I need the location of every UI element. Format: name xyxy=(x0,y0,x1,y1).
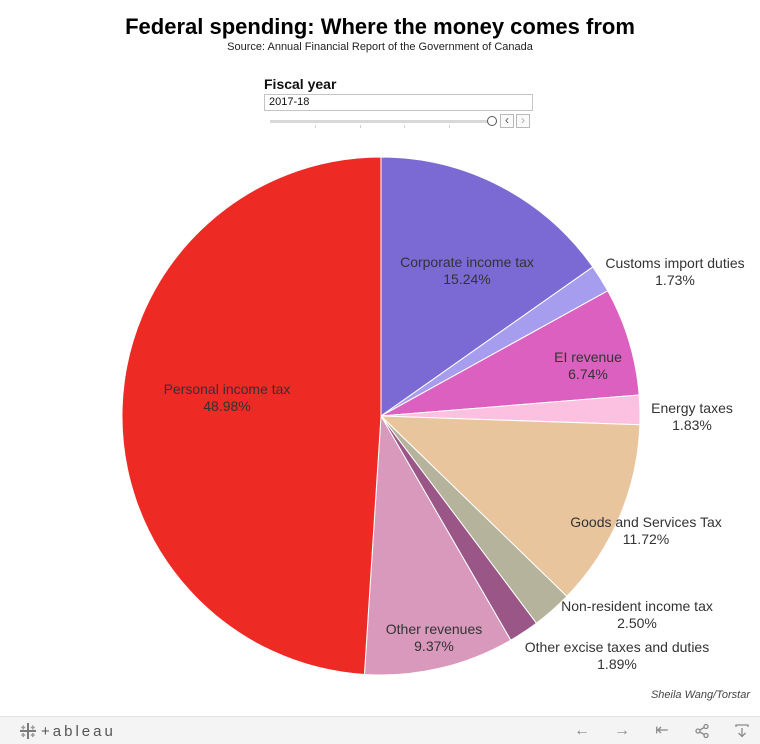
slice-label-value: 1.73% xyxy=(655,272,695,288)
tableau-toolbar: +ableau ← → ⇤ xyxy=(0,716,760,744)
slice-label: Other revenues 9.37% xyxy=(386,621,483,654)
chevron-left-icon: ‹ xyxy=(505,113,509,127)
slice-label: Other excise taxes and duties 1.89% xyxy=(525,639,709,672)
pie-slice-goods-and-services-tax[interactable] xyxy=(379,415,641,598)
slice-label: Customs import duties 1.73% xyxy=(605,255,744,288)
share-button[interactable] xyxy=(691,721,713,741)
share-icon xyxy=(695,723,709,739)
tableau-cross-icon xyxy=(19,722,37,740)
slice-label-value: 6.74% xyxy=(568,366,608,382)
slice-label: Corporate income tax 15.24% xyxy=(400,254,534,287)
fiscal-year-select[interactable]: 2017-18 xyxy=(264,94,533,111)
slice-label-value: 11.72% xyxy=(623,531,669,547)
chart-subtitle: Source: Annual Financial Report of the G… xyxy=(227,41,533,53)
slice-label-name: Customs import duties xyxy=(605,255,744,271)
slice-label-value: 2.50% xyxy=(617,615,657,631)
pie-chart: Corporate income tax 15.24% Customs import… xyxy=(121,156,745,676)
pie-slice-other-revenues[interactable] xyxy=(363,414,512,676)
slice-label: Non-resident income tax 2.50% xyxy=(561,598,713,631)
revert-button[interactable]: ⇤ xyxy=(651,721,673,741)
slider-tick xyxy=(315,125,316,128)
slice-label-value: 1.83% xyxy=(672,417,712,433)
download-button[interactable] xyxy=(731,721,753,741)
pie-slice-ei-revenue[interactable] xyxy=(380,290,640,417)
arrow-left-icon: ← xyxy=(574,722,590,739)
credit-text: Sheila Wang/Torstar xyxy=(650,689,750,701)
slice-label-name: Corporate income tax xyxy=(400,254,534,270)
revert-icon: ⇤ xyxy=(655,722,669,739)
slice-label: Personal income tax 48.98% xyxy=(164,381,291,414)
redo-button[interactable]: → xyxy=(611,721,633,741)
slice-label: EI revenue 6.74% xyxy=(554,349,622,382)
tableau-wordmark: +ableau xyxy=(41,722,116,740)
slice-label-value: 15.24% xyxy=(443,271,490,287)
fiscal-year-label: Fiscal year xyxy=(264,76,337,92)
slice-label-value: 48.98% xyxy=(203,398,250,414)
slice-label: Energy taxes 1.83% xyxy=(651,400,733,433)
slice-label-value: 1.89% xyxy=(597,656,637,672)
slider-tick xyxy=(360,125,361,128)
slice-label-name: Other revenues xyxy=(386,621,483,637)
slice-label-name: Goods and Services Tax xyxy=(570,514,722,530)
fiscal-year-slider-track[interactable] xyxy=(270,120,492,123)
arrow-right-icon: → xyxy=(614,722,630,739)
slice-label: Goods and Services Tax 11.72% xyxy=(570,514,722,547)
tableau-logo[interactable]: +ableau xyxy=(19,722,116,740)
slice-label-name: EI revenue xyxy=(554,349,622,365)
slice-label-value: 9.37% xyxy=(414,638,454,654)
slice-label-name: Energy taxes xyxy=(651,400,733,416)
slice-label-name: Personal income tax xyxy=(164,381,291,397)
slider-tick xyxy=(449,125,450,128)
pie-slice-personal-income-tax[interactable] xyxy=(121,156,382,676)
slice-label-name: Non-resident income tax xyxy=(561,598,713,614)
slice-label-name: Other excise taxes and duties xyxy=(525,639,709,655)
pie-slice-corporate-income-tax[interactable] xyxy=(380,156,594,417)
next-year-button[interactable]: › xyxy=(516,114,530,128)
slider-tick xyxy=(404,125,405,128)
chevron-right-icon: › xyxy=(521,113,525,127)
download-icon xyxy=(735,724,749,738)
undo-button[interactable]: ← xyxy=(571,721,593,741)
fiscal-year-slider-handle[interactable] xyxy=(487,116,497,126)
previous-year-button[interactable]: ‹ xyxy=(500,114,514,128)
chart-title: Federal spending: Where the money comes … xyxy=(125,14,635,39)
